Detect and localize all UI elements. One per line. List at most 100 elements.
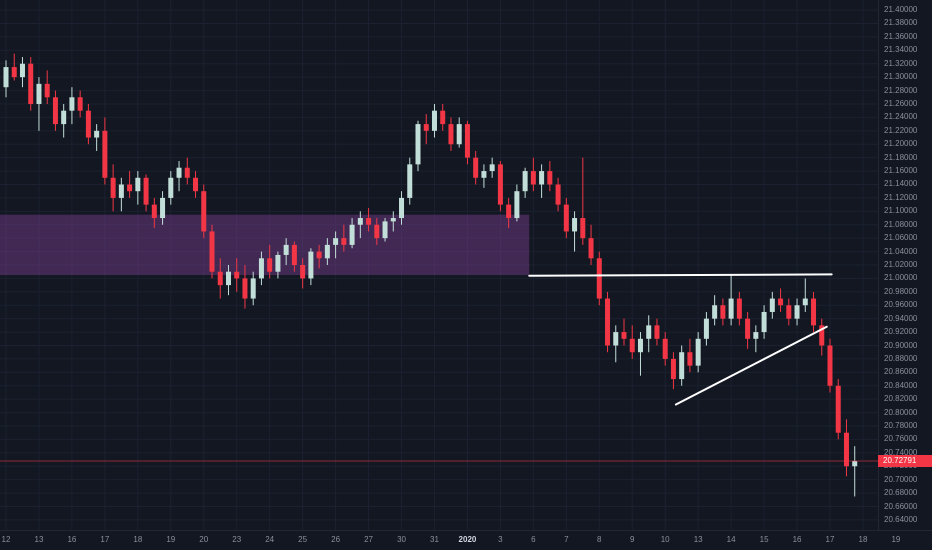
- candle-body: [786, 305, 792, 319]
- candle-body: [852, 460, 858, 467]
- time-axis-label: 15: [759, 535, 769, 544]
- price-axis-label: 20.88000: [884, 353, 918, 363]
- time-axis-label: 13: [693, 535, 703, 544]
- candle-body: [563, 204, 569, 232]
- time-axis[interactable]: 12 13 16 17 18 19 20 23 24 25 26 27 30 31 2020 3 6 7 8 9 10 1…: [0, 530, 932, 550]
- candle-body: [94, 130, 100, 138]
- candle-body: [423, 124, 429, 131]
- candle-body: [308, 251, 314, 279]
- candle-body: [654, 325, 660, 339]
- candle-body: [827, 345, 833, 386]
- candle-body: [168, 177, 174, 198]
- candle-body: [374, 224, 380, 239]
- candle-body: [382, 221, 388, 239]
- chart-pane[interactable]: [0, 0, 878, 530]
- candlestick-chart[interactable]: [0, 0, 878, 530]
- candle-body: [176, 167, 182, 178]
- time-axis-label: 26: [331, 535, 341, 544]
- candle-body: [250, 278, 256, 299]
- candle-body: [275, 254, 281, 272]
- price-axis-label: 20.70000: [884, 474, 918, 484]
- price-axis-label: 20.68000: [884, 488, 918, 498]
- ascending-trendline[interactable]: [674, 325, 828, 406]
- candle-body: [712, 305, 718, 319]
- price-axis-label: 21.24000: [884, 112, 918, 122]
- time-axis-label: 7: [564, 535, 569, 544]
- candle-body: [588, 238, 594, 259]
- candle-body: [69, 97, 75, 111]
- candle-body: [555, 184, 561, 205]
- time-axis-label: 27: [364, 535, 373, 544]
- candle-body: [431, 110, 437, 131]
- candle-body: [736, 298, 742, 319]
- time-axis-label: 20: [199, 535, 209, 544]
- candle-body: [258, 258, 264, 279]
- candle-body: [399, 197, 405, 219]
- price-axis-label: 21.32000: [884, 58, 918, 68]
- candle-body: [802, 298, 808, 306]
- price-axis-label: 21.04000: [884, 246, 918, 256]
- time-axis-label: 9: [630, 535, 635, 544]
- candle-body: [580, 218, 586, 239]
- price-axis-label: 21.20000: [884, 139, 918, 149]
- price-axis-label: 21.38000: [884, 18, 918, 28]
- candle-body: [300, 265, 306, 279]
- time-axis-label: 18: [858, 535, 868, 544]
- price-axis-label: 21.16000: [884, 166, 918, 176]
- candle-body: [52, 97, 58, 125]
- candle-body: [522, 171, 528, 192]
- candle-body: [267, 258, 273, 272]
- price-axis-label: 21.34000: [884, 45, 918, 55]
- price-axis[interactable]: 21.40000 21.38000 21.36000 21.34000 21.32000…: [878, 0, 932, 530]
- candle-body: [481, 171, 487, 178]
- time-axis-label: 23: [232, 535, 242, 544]
- candle-body: [201, 191, 207, 232]
- candle-body: [679, 352, 685, 380]
- candle-body: [36, 83, 42, 104]
- candle-body: [473, 157, 479, 178]
- candle-body: [687, 352, 693, 366]
- price-axis-label: 21.10000: [884, 206, 918, 216]
- time-axis-label: 17: [100, 535, 110, 544]
- candle-body: [778, 298, 784, 306]
- candle-body: [753, 332, 759, 339]
- price-axis-label: 21.30000: [884, 72, 918, 82]
- time-axis-label: 3: [498, 535, 503, 544]
- price-axis-label: 20.90000: [884, 340, 918, 350]
- price-axis-label: 20.74000: [884, 447, 918, 457]
- price-axis-label: 20.94000: [884, 313, 918, 323]
- candle-body: [291, 244, 297, 265]
- price-axis-label: 21.22000: [884, 125, 918, 135]
- candle-body: [514, 191, 520, 219]
- candle-body: [456, 124, 462, 145]
- price-axis-label: 21.12000: [884, 192, 918, 202]
- resistance-line[interactable]: [528, 273, 833, 277]
- price-axis-label: 21.28000: [884, 85, 918, 95]
- price-axis-label: 21.08000: [884, 219, 918, 229]
- candle-body: [497, 164, 503, 205]
- candle-body: [662, 338, 668, 359]
- time-axis-label: 17: [825, 535, 835, 544]
- price-axis-label: 20.92000: [884, 327, 918, 337]
- candle-body: [135, 177, 141, 192]
- candle-body: [506, 204, 512, 219]
- candle-body: [77, 97, 83, 111]
- candle-body: [464, 124, 470, 158]
- candle-body: [629, 338, 635, 353]
- candle-body: [316, 251, 322, 259]
- candle-body: [283, 244, 289, 255]
- candle-body: [110, 177, 116, 198]
- candle-body: [539, 171, 545, 185]
- candle-body: [415, 124, 421, 165]
- price-axis-label: 20.84000: [884, 380, 918, 390]
- supply-zone-rectangle[interactable]: [0, 214, 530, 276]
- candle-body: [118, 184, 124, 198]
- candle-body: [407, 164, 413, 198]
- price-axis-label: 21.14000: [884, 179, 918, 189]
- price-axis-label: 20.98000: [884, 286, 918, 296]
- candle-body: [349, 224, 355, 245]
- time-axis-label: 19: [166, 535, 176, 544]
- candle-body: [209, 231, 215, 272]
- candle-body: [843, 432, 849, 467]
- price-axis-label: 20.64000: [884, 514, 918, 524]
